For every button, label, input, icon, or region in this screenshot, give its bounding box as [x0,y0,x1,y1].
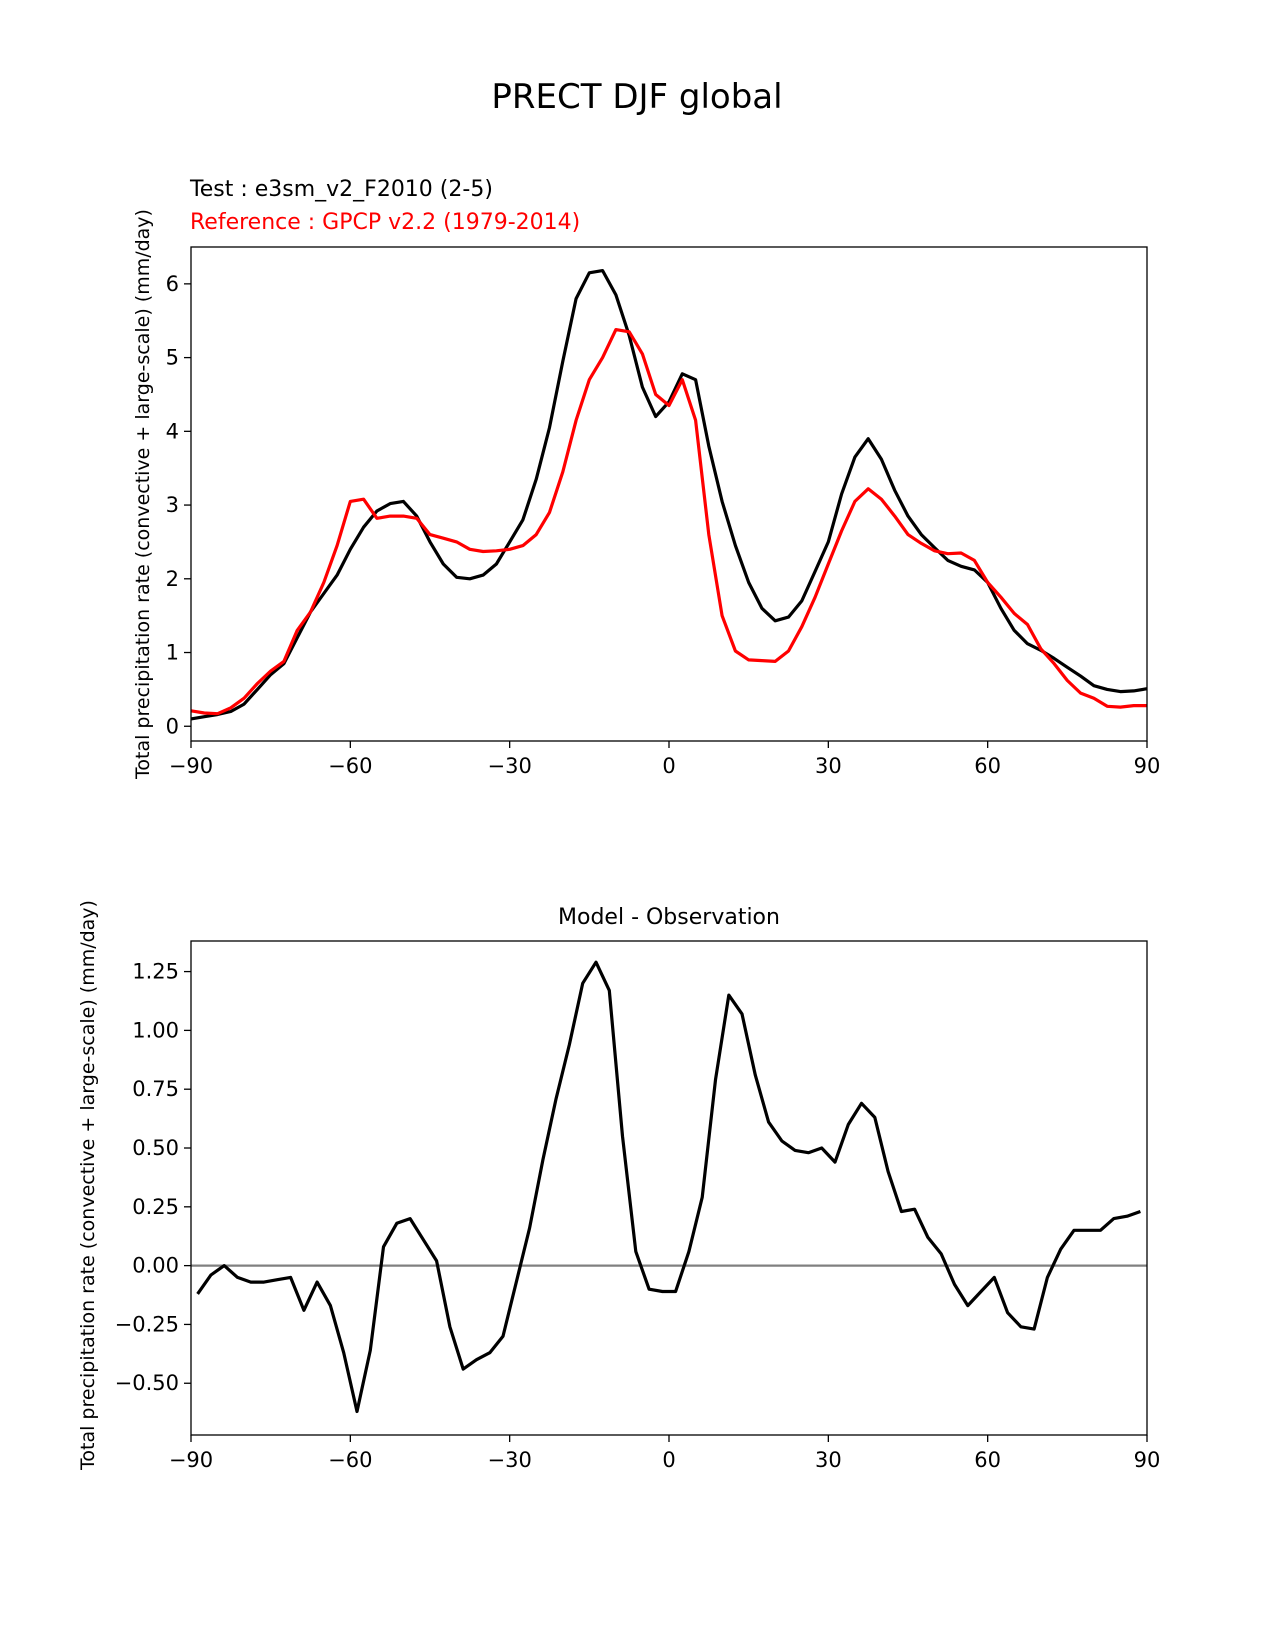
top-ylabel: Total precipitation rate (convective + l… [132,209,154,780]
bottom-x-tick-label: 60 [974,1448,1001,1472]
top-y-tick-label: 0 [166,714,179,738]
figure-title: PRECT DJF global [491,77,782,117]
bottom-y-tick-label: 1.25 [132,960,179,984]
top-panel: Test : e3sm_v2_F2010 (2-5) Reference : G… [132,177,1160,780]
top-y-ticks: 0 1 2 3 4 5 6 [166,272,191,738]
bottom-x-tick-label: 0 [662,1448,675,1472]
bottom-y-tick-label: 0.50 [132,1136,179,1160]
top-x-tick-label: 60 [974,754,1001,778]
top-x-tick-label: 30 [815,754,842,778]
bottom-series-line-0 [196,960,1141,1414]
top-y-tick-label: 6 [166,272,179,296]
bottom-y-ticks: −0.50 −0.25 0.00 0.25 0.50 0.75 1.00 1.25 [115,960,191,1395]
top-y-tick-label: 1 [166,641,179,665]
top-series-line-1 [190,328,1147,716]
top-x-ticks: −90 −60 −30 0 30 60 90 [169,741,1161,778]
bottom-y-tick-label: 0.75 [132,1077,179,1101]
bottom-x-tick-label: −60 [328,1448,372,1472]
bottom-y-tick-label: 1.00 [132,1018,179,1042]
top-y-tick-label: 5 [166,346,179,370]
bottom-x-tick-label: −30 [488,1448,532,1472]
bottom-plot-frame [190,940,1148,1436]
bottom-y-tick-label: 0.25 [132,1195,179,1219]
bottom-y-tick-label: −0.25 [115,1312,179,1336]
top-x-tick-label: 90 [1134,754,1161,778]
bottom-x-tick-label: −90 [169,1448,213,1472]
bottom-x-tick-label: 90 [1134,1448,1161,1472]
bottom-panel: Model - Observation Total precipitation … [77,900,1160,1472]
top-x-tick-label: 0 [662,754,675,778]
top-y-tick-label: 4 [166,419,179,443]
top-series-line-0 [190,269,1148,721]
top-y-tick-label: 2 [166,567,179,591]
top-series-group [190,269,1148,721]
bottom-x-ticks: −90 −60 −30 0 30 60 90 [169,1435,1161,1472]
bottom-title: Model - Observation [558,905,780,930]
bottom-y-tick-label: 0.00 [132,1254,179,1278]
reference-label: Reference : GPCP v2.2 (1979-2014) [190,210,580,235]
top-x-tick-label: −60 [328,754,372,778]
bottom-x-tick-label: 30 [815,1448,842,1472]
bottom-series-group [191,960,1147,1414]
bottom-ylabel: Total precipitation rate (convective + l… [77,900,99,1471]
top-x-tick-label: −30 [488,754,532,778]
test-label: Test : e3sm_v2_F2010 (2-5) [189,177,493,202]
top-plot-frame [190,246,1148,742]
top-x-tick-label: −90 [169,754,213,778]
top-y-tick-label: 3 [166,493,179,517]
bottom-y-tick-label: −0.50 [115,1371,179,1395]
